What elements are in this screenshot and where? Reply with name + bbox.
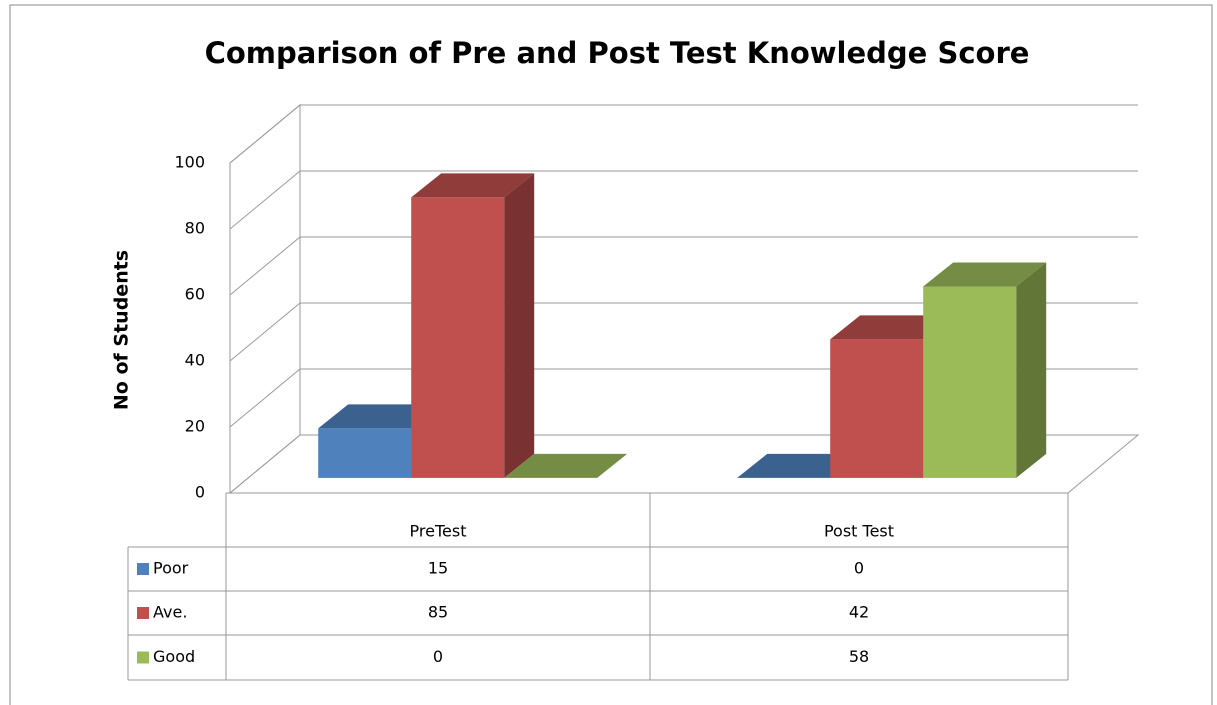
bar-top [411, 173, 535, 198]
table-value: 42 [849, 603, 869, 622]
bar-top [318, 404, 442, 429]
grid-line [229, 104, 1138, 164]
bar [830, 339, 924, 478]
grid-line [229, 302, 1138, 362]
bar-side [504, 173, 535, 478]
y-tick-label: 80 [185, 219, 205, 238]
bar [318, 428, 412, 478]
bar-side [1016, 262, 1047, 478]
legend-label: Good [153, 647, 195, 666]
table-value: 58 [849, 647, 869, 666]
table-grid [127, 492, 1069, 681]
y-axis-label: No of Students [111, 250, 133, 410]
x-tick-label: Post Test [824, 522, 894, 541]
bar [411, 197, 505, 478]
y-tick-label: 60 [185, 285, 205, 304]
table-value: 15 [428, 559, 448, 578]
grid-line [229, 170, 1138, 230]
legend-swatch [137, 607, 149, 619]
bar-top [737, 453, 861, 478]
y-tick-label: 40 [185, 351, 205, 370]
bar-top [504, 453, 628, 478]
bar [923, 286, 1017, 478]
table-value: 85 [428, 603, 448, 622]
legend-label: Poor [153, 559, 189, 578]
grid-line [229, 236, 1138, 296]
table-value: 0 [433, 647, 443, 666]
y-tick-label: 100 [174, 153, 205, 172]
y-tick-label: 20 [185, 417, 205, 436]
table-value: 0 [854, 559, 864, 578]
bar-top [923, 262, 1047, 287]
bar-top [830, 315, 954, 340]
x-tick-label: PreTest [410, 522, 467, 541]
legend-swatch [137, 563, 149, 575]
y-tick-label: 0 [195, 483, 205, 502]
chart-title: Comparison of Pre and Post Test Knowledg… [205, 36, 1030, 70]
chart-border [9, 4, 1213, 705]
legend-swatch [137, 651, 149, 664]
legend-label: Ave. [153, 603, 187, 622]
